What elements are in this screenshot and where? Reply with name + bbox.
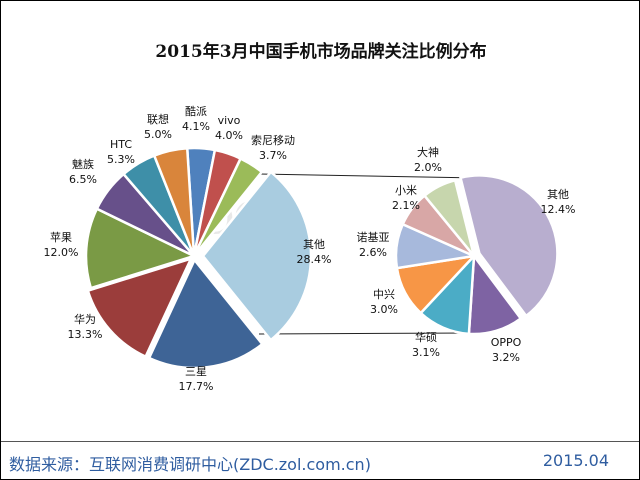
slice-label: 华为	[74, 312, 96, 326]
slice-label: 中兴	[373, 288, 395, 301]
slice-label: 华硕	[415, 330, 437, 344]
slice-value-label: 4.1%	[182, 120, 210, 133]
slice-label: 苹果	[50, 230, 72, 244]
slice-value-label: 5.3%	[107, 153, 135, 166]
pie-of-pie-chart: 酷派 4.1% vivo 4.0% 索尼移动 3.7% 其他 28.4% 三星 17.7% 华为 13…	[44, 105, 576, 393]
slice-label: 酷派	[185, 105, 207, 118]
connector-line-bottom	[258, 332, 474, 335]
footer-divider	[1, 441, 639, 442]
slice-primary-9	[152, 146, 196, 257]
slice-value-label: 6.5%	[69, 173, 97, 186]
slice-value-label: 5.0%	[144, 128, 172, 141]
slice-label: HTC	[110, 138, 132, 151]
slice-label: 联想	[147, 112, 169, 126]
slice-primary-5	[86, 256, 194, 359]
slice-label: 大神	[417, 145, 439, 159]
slice-value-label: 12.4%	[541, 203, 576, 216]
connector-line-top	[258, 173, 480, 179]
slice-value-label: 3.2%	[492, 351, 520, 364]
slice-value-label: 3.1%	[412, 346, 440, 359]
report-date: 2015.04	[542, 451, 609, 470]
slice-label: OPPO	[491, 336, 522, 349]
slice-primary-6	[84, 207, 198, 290]
slice-label: 三星	[185, 365, 207, 378]
slice-value-label: 12.0%	[44, 246, 79, 259]
slice-value-label: 3.0%	[370, 303, 398, 316]
data-source: 数据来源：互联网消费调研中心(ZDC.zol.com.cn)	[9, 455, 371, 474]
slice-primary-2	[192, 156, 264, 257]
slice-value-label: 28.4%	[297, 253, 332, 266]
slice-label: 其他	[547, 188, 569, 201]
slice-secondary-0	[459, 174, 559, 318]
slice-label: 其他	[303, 238, 325, 251]
slice-value-label: 2.6%	[359, 246, 387, 259]
slice-label: vivo	[218, 114, 241, 127]
chart-title: 2015年3月中国手机市场品牌关注比例分布	[155, 42, 487, 62]
slice-label: 诺基亚	[357, 231, 390, 244]
slice-label: 索尼移动	[251, 133, 295, 147]
slice-primary-4	[147, 257, 265, 370]
slice-secondary-6	[422, 178, 476, 257]
slice-value-label: 13.3%	[68, 328, 103, 341]
slice-value-label: 2.0%	[414, 161, 442, 174]
slice-value-label: 4.0%	[215, 129, 243, 142]
slice-label: 魅族	[72, 157, 94, 171]
slice-value-label: 2.1%	[392, 199, 420, 212]
slice-value-label: 3.7%	[259, 149, 287, 162]
slice-label: 小米	[395, 184, 417, 197]
slice-primary-3	[201, 170, 313, 342]
slice-value-label: 17.7%	[179, 380, 214, 393]
